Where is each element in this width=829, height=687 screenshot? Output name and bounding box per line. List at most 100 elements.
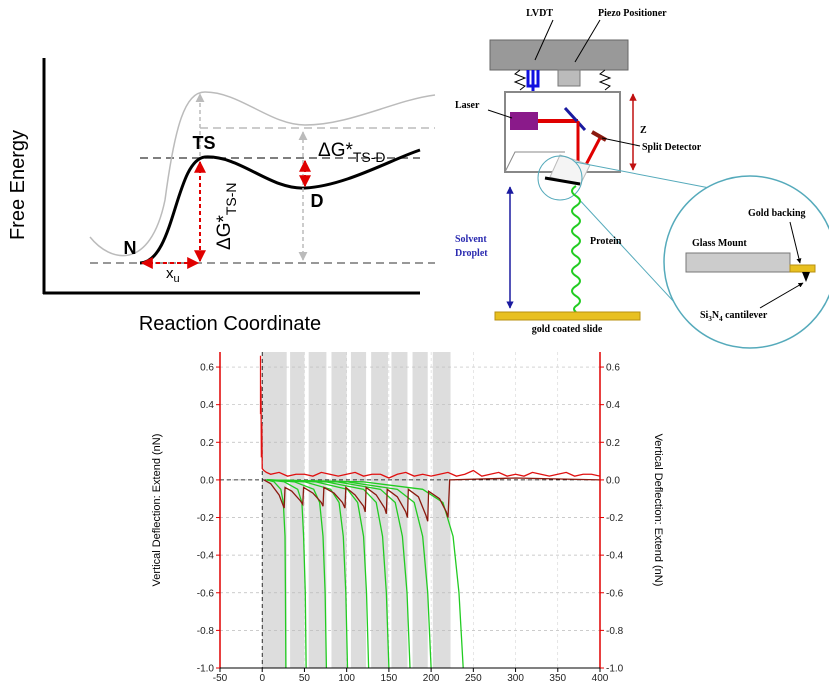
cantilever-tip xyxy=(802,272,810,282)
pointer xyxy=(789,221,802,264)
zoom-line xyxy=(574,161,721,191)
piezo xyxy=(557,69,581,87)
y-tick-label: 0.4 xyxy=(200,400,214,411)
lvdt xyxy=(526,70,540,92)
subscript: TS-D xyxy=(353,149,386,165)
y2-tick-label: -0.4 xyxy=(606,551,624,562)
y-tick-label: -0.8 xyxy=(197,626,215,637)
label-part: Si xyxy=(700,310,709,321)
y-tick-label: -0.2 xyxy=(197,513,215,524)
laser xyxy=(510,112,538,130)
shaded-range xyxy=(308,352,327,668)
x-tick-label: 50 xyxy=(299,673,311,684)
state-label: TS xyxy=(192,133,215,153)
x-tick-label: 400 xyxy=(592,673,609,684)
y2-tick-label: -0.2 xyxy=(606,513,624,524)
plot-area xyxy=(220,352,600,669)
spring xyxy=(598,69,612,91)
y2-axis-title: Vertical Deflection: Extend (nN) xyxy=(652,434,664,587)
label: LVDT xyxy=(526,8,553,19)
y2-tick-label: 0.4 xyxy=(606,400,620,411)
gold-backing xyxy=(789,264,816,273)
label-part: 3 xyxy=(708,315,712,323)
spring xyxy=(513,69,527,91)
series-line xyxy=(259,355,600,479)
zoom-circle xyxy=(537,155,583,201)
x-tick-label: 100 xyxy=(338,673,355,684)
series-line xyxy=(266,479,287,669)
y-tick-label: 0.6 xyxy=(200,363,214,374)
y2-tick-label: 0.0 xyxy=(606,475,620,486)
pointer xyxy=(574,19,601,63)
energy-diagram: Free Energy Reaction Coordinate TS D N Δ… xyxy=(7,58,436,335)
label-part: N xyxy=(712,310,720,321)
head-edge xyxy=(504,151,565,173)
pointer xyxy=(601,137,641,147)
y-axis-label: Free Energy xyxy=(7,130,29,240)
shaded-range xyxy=(432,352,451,668)
y2-tick-label: 0.6 xyxy=(606,363,620,374)
x-axis-label: Reaction Coordinate xyxy=(139,313,321,335)
label: Droplet xyxy=(455,248,488,259)
shaded-range xyxy=(331,352,347,668)
label-part: cantilever xyxy=(723,310,768,321)
shaded-range xyxy=(412,352,428,668)
label: gold coated slide xyxy=(532,324,603,335)
label: Split Detector xyxy=(642,142,702,153)
y-tick-label: 0.2 xyxy=(200,438,214,449)
label: Piezo Positioner xyxy=(598,8,667,19)
label: Si3N4 cantilever xyxy=(700,310,768,323)
label: Laser xyxy=(455,100,480,111)
energy-label: ΔG*TS-D xyxy=(318,140,386,165)
y-tick-label: -1.0 xyxy=(197,664,215,675)
y-axis-title: Vertical Deflection: Extend (nN) xyxy=(151,434,163,587)
glass-mount xyxy=(685,252,791,273)
label: Z xyxy=(640,125,647,136)
energy-label: ΔG*TS-N xyxy=(214,182,239,250)
y2-tick-label: -0.6 xyxy=(606,588,624,599)
pointer xyxy=(487,109,513,119)
x-tick-label: 300 xyxy=(507,673,524,684)
gold-slide xyxy=(494,311,641,321)
symbol: ΔG* xyxy=(214,215,235,250)
symbol: ΔG* xyxy=(318,140,353,161)
protein xyxy=(571,185,581,313)
state-label: N xyxy=(124,238,137,258)
energy-curve-gray xyxy=(89,91,436,257)
subscript: TS-N xyxy=(223,182,239,215)
y2-tick-label: -0.8 xyxy=(606,626,624,637)
x-tick-label: 200 xyxy=(423,673,440,684)
cantilever xyxy=(544,176,581,186)
label: Glass Mount xyxy=(692,238,747,249)
x-tick-label: 150 xyxy=(381,673,398,684)
y-tick-label: 0.0 xyxy=(200,475,214,486)
y2-tick-label: -1.0 xyxy=(606,664,624,675)
shaded-range xyxy=(262,352,287,668)
state-label: D xyxy=(311,191,324,211)
y2-tick-label: 0.2 xyxy=(606,438,620,449)
label: Solvent xyxy=(455,234,487,245)
x-tick-label: -50 xyxy=(213,673,228,684)
energy-curve xyxy=(139,148,421,265)
pointer xyxy=(759,282,804,309)
label-part: 4 xyxy=(719,315,723,323)
afm-schematic: LVDT Piezo Positioner Laser Z Split Dete… xyxy=(455,8,829,349)
force-chart: Vertical Deflection: Extend (nN) Vertica… xyxy=(151,352,664,684)
mirror xyxy=(563,106,587,132)
symbol: x xyxy=(166,265,174,282)
shaded-range xyxy=(391,352,408,668)
series-line xyxy=(266,479,464,669)
distance-label: xu xyxy=(166,265,180,285)
shaded-range xyxy=(371,352,389,668)
subscript: u xyxy=(174,273,180,285)
stage xyxy=(489,39,629,71)
x-tick-label: 350 xyxy=(549,673,566,684)
y-tick-label: -0.4 xyxy=(197,551,215,562)
label: Protein xyxy=(590,236,622,247)
shaded-range xyxy=(290,352,305,668)
pointer xyxy=(534,19,554,61)
y-tick-label: -0.6 xyxy=(197,588,215,599)
series-line xyxy=(263,477,600,522)
